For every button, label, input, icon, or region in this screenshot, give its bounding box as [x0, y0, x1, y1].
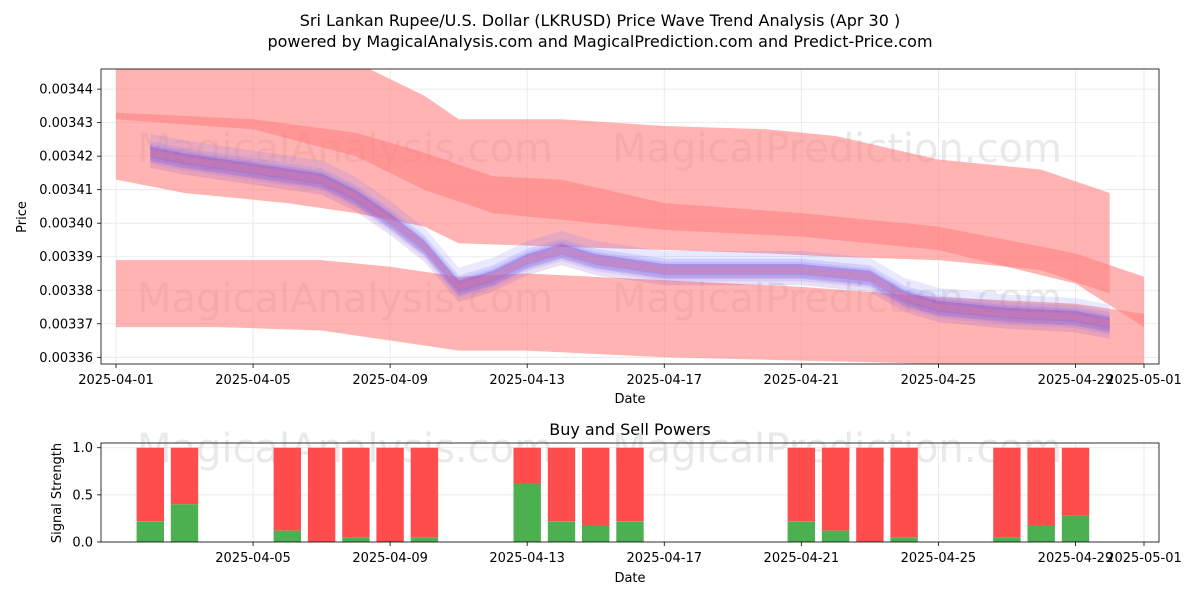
- sell-power-bar: [1061, 447, 1090, 516]
- buy-power-bar: [170, 504, 199, 542]
- price-x-tick-label: 2025-04-21: [764, 373, 840, 388]
- price-y-tick-label: 0.00344: [39, 83, 93, 98]
- signal-x-axis-label: Date: [614, 571, 645, 586]
- sell-power-bar: [410, 447, 439, 538]
- price-y-axis-label: Price: [15, 201, 30, 233]
- price-y-tick-label: 0.00341: [39, 183, 93, 198]
- signal-x-tick-label: 2025-04-09: [352, 551, 428, 566]
- wave-band: [150, 149, 1110, 328]
- price-x-tick-label: 2025-04-29: [1038, 373, 1114, 388]
- price-y-tick-label: 0.00338: [39, 284, 93, 299]
- sell-power-bar: [821, 447, 850, 531]
- wave-band: [150, 141, 1110, 332]
- signal-chart-title: Buy and Sell Powers: [549, 420, 711, 439]
- sell-power-bar: [787, 447, 815, 522]
- price-x-tick-label: 2025-04-09: [352, 373, 428, 388]
- buy-power-bar: [547, 521, 576, 542]
- signal-x-tick-label: 2025-04-21: [764, 551, 840, 566]
- signal-x-tick-label: 2025-04-25: [901, 551, 977, 566]
- signal-chart-frame: [100, 442, 1160, 543]
- signal-y-ticks: 0.0 0.5 1.0: [72, 441, 101, 551]
- buy-power-bar: [513, 483, 541, 542]
- buy-power-bar: [1061, 515, 1090, 542]
- buy-power-bar: [1027, 526, 1055, 542]
- sell-power-bar: [136, 447, 164, 522]
- signal-y-tick-label: 1.0: [72, 441, 93, 456]
- wave-band: [150, 146, 1110, 333]
- sell-power-bar: [856, 447, 884, 542]
- price-x-tick-label: 2025-05-01: [1106, 373, 1182, 388]
- signal-x-tick-label: 2025-04-29: [1038, 551, 1114, 566]
- sell-power-bar: [170, 447, 199, 505]
- buy-power-bar: [821, 530, 850, 542]
- buy-power-bar: [136, 521, 164, 542]
- price-x-tick-label: 2025-04-01: [78, 373, 154, 388]
- signal-y-tick-label: 0.5: [72, 488, 93, 503]
- sell-power-bar: [616, 447, 644, 522]
- sell-power-bar: [1027, 447, 1055, 526]
- price-x-tick-label: 2025-04-25: [901, 373, 977, 388]
- signal-plot-area: [136, 447, 1090, 542]
- sell-power-bar: [376, 447, 404, 542]
- chart-title-line2: powered by MagicalAnalysis.com and Magic…: [267, 32, 932, 51]
- signal-y-axis-label: Signal Strength: [50, 443, 65, 543]
- buy-power-bar: [342, 537, 370, 542]
- buy-power-bar: [273, 530, 301, 542]
- sell-power-bar: [307, 447, 336, 542]
- sell-power-bar: [513, 447, 541, 484]
- price-y-tick-label: 0.00337: [39, 317, 93, 332]
- wave-band: [150, 144, 1110, 339]
- signal-x-tick-label: 2025-04-05: [215, 551, 291, 566]
- price-x-ticks: 2025-04-01 2025-04-05 2025-04-09 2025-04-13…: [78, 364, 1182, 388]
- sell-power-bar: [273, 447, 301, 531]
- buy-power-bar: [582, 526, 610, 542]
- wave-band: [150, 133, 1110, 335]
- price-chart-frame: [100, 68, 1160, 365]
- price-y-tick-label: 0.00339: [39, 250, 93, 265]
- price-y-tick-label: 0.00340: [39, 217, 93, 232]
- price-chart: MagicalAnalysis.com MagicalPrediction.co…: [15, 68, 1182, 407]
- sell-power-bar: [582, 447, 610, 526]
- sell-power-bar: [547, 447, 576, 522]
- chart-title-line1: Sri Lankan Rupee/U.S. Dollar (LKRUSD) Pr…: [300, 11, 900, 30]
- signal-x-ticks: 2025-04-05 2025-04-09 2025-04-13 2025-04-17…: [215, 542, 1182, 566]
- signal-y-tick-label: 0.0: [72, 536, 93, 551]
- red-trend-band: [116, 112, 1144, 328]
- price-x-tick-label: 2025-04-13: [489, 373, 565, 388]
- sell-power-bar: [342, 447, 370, 538]
- signal-x-tick-label: 2025-04-13: [489, 551, 565, 566]
- price-x-tick-label: 2025-04-05: [215, 373, 291, 388]
- price-y-tick-label: 0.00343: [39, 116, 93, 131]
- buy-power-bar: [993, 537, 1021, 542]
- signal-x-tick-label: 2025-04-17: [626, 551, 702, 566]
- sell-power-bar: [890, 447, 918, 538]
- price-y-tick-label: 0.00342: [39, 150, 93, 165]
- buy-power-bar: [616, 521, 644, 542]
- signal-chart: Buy and Sell Powers MagicalAnalysis.com …: [50, 420, 1182, 586]
- price-x-axis-label: Date: [614, 392, 645, 407]
- price-plot-area: [116, 69, 1144, 364]
- buy-power-bar: [787, 521, 815, 542]
- signal-x-tick-label: 2025-05-01: [1106, 551, 1182, 566]
- wave-band: [150, 146, 1110, 329]
- buy-power-bar: [890, 537, 918, 542]
- price-y-tick-label: 0.00336: [39, 351, 93, 366]
- sell-power-bar: [993, 447, 1021, 538]
- price-y-ticks: 0.00336 0.00337 0.00338 0.00339 0.00340 0.003…: [39, 83, 101, 366]
- buy-power-bar: [410, 537, 439, 542]
- red-trend-band: [116, 260, 1144, 364]
- price-x-tick-label: 2025-04-17: [626, 373, 702, 388]
